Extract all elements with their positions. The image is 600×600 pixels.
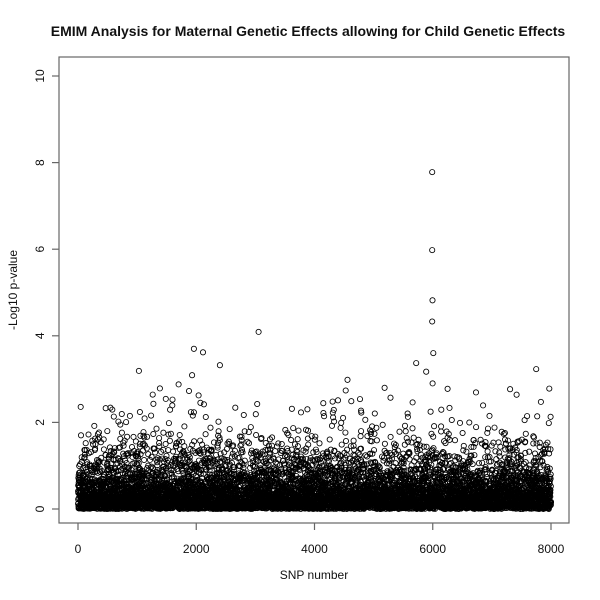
axis-ticks: 0 2000 4000 6000 8000 0 2 4 6 8 10 [33,69,565,556]
x-tick-label: 6000 [419,542,446,556]
x-axis-label: SNP number [280,568,348,582]
y-tick-label: 0 [33,505,47,512]
data-points [75,169,555,513]
y-tick-label: 6 [33,246,47,253]
outlier-point [255,328,262,335]
outlier-point [190,345,197,352]
y-tick-label: 2 [33,419,47,426]
outlier-point [423,368,430,375]
outlier-point [189,372,196,379]
x-tick-label: 4000 [301,542,328,556]
outlier-point [430,350,437,357]
outlier-point [533,366,540,373]
outlier-point [199,349,207,356]
outlier-point [429,297,436,304]
outlier-point [216,362,223,369]
outlier-point [429,247,436,254]
y-tick-label: 4 [33,332,47,339]
y-tick-label: 8 [33,159,47,166]
outlier-point [429,169,436,176]
outlier-point [135,367,142,374]
outlier-point [429,318,436,325]
x-tick-label: 2000 [183,542,210,556]
x-tick-label: 0 [75,542,82,556]
x-tick-label: 8000 [538,542,565,556]
chart-title: EMIM Analysis for Maternal Genetic Effec… [51,23,566,39]
outlier-point [413,360,420,367]
y-tick-label: 10 [33,69,47,83]
y-axis-label: -Log10 p-value [6,250,20,330]
